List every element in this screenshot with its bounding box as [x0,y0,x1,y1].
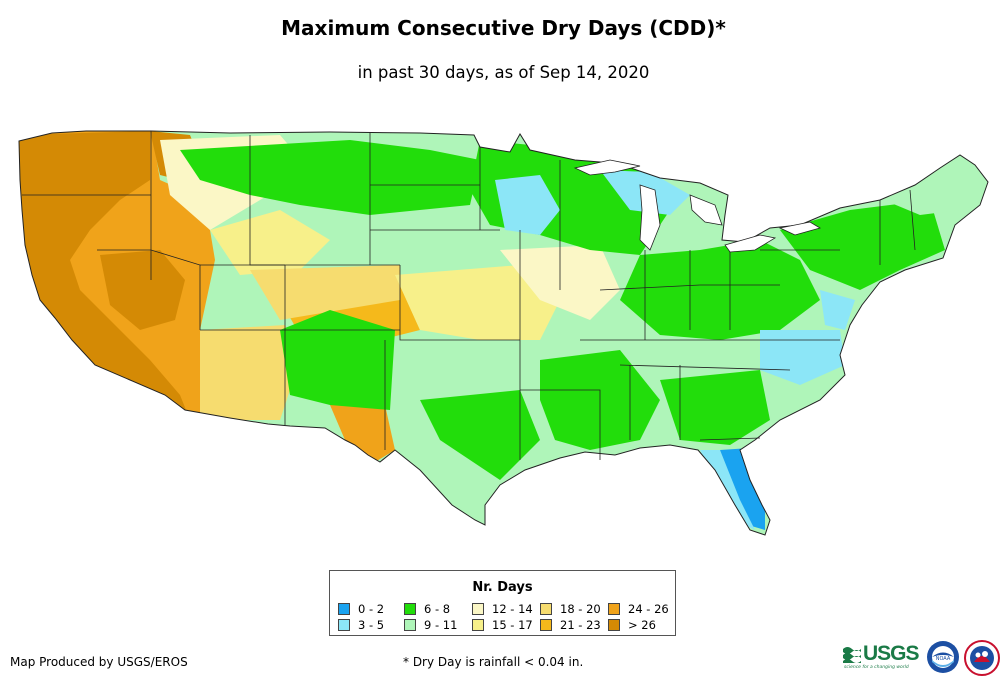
map-credit: Map Produced by USGS/EROS [10,655,188,669]
legend-swatch [338,618,350,631]
legend-item: 21 - 23 [540,617,608,632]
map-subtitle: in past 30 days, as of Sep 14, 2020 [357,63,650,82]
legend-item: 12 - 14 [472,601,540,616]
dry-day-footnote: * Dry Day is rainfall < 0.04 in. [403,655,584,669]
legend-swatch [338,602,350,615]
nws-logo-icon [964,640,1000,676]
legend-swatch [540,602,552,615]
legend-label: 21 - 23 [560,617,601,632]
usgs-logo: USGS science for a changing world [843,642,920,672]
legend-swatch [404,602,416,615]
legend-label: > 26 [628,617,656,632]
legend-swatch [608,618,620,631]
legend-label: 9 - 11 [424,617,458,632]
legend-item: 0 - 2 [338,601,404,616]
usgs-mark-icon [843,647,861,663]
legend-label: 0 - 2 [358,601,385,616]
legend-item: 15 - 17 [472,617,540,632]
legend-label: 24 - 26 [628,601,669,616]
cdd-map [18,130,989,536]
noaa-logo-icon: NOAA [927,641,959,673]
usgs-wordmark: USGS [863,642,920,665]
legend-item: 6 - 8 [404,601,472,616]
legend-item: 18 - 20 [540,601,608,616]
legend-item: 9 - 11 [404,617,472,632]
legend: Nr. Days 0 - 2 3 - 5 6 - 8 9 - 11 12 - 1… [329,570,676,636]
legend-grid: 0 - 2 3 - 5 6 - 8 9 - 11 12 - 14 15 - 17… [338,601,673,632]
legend-label: 18 - 20 [560,601,601,616]
legend-swatch [608,602,620,615]
legend-item: 3 - 5 [338,617,404,632]
legend-label: 3 - 5 [358,617,385,632]
legend-swatch [540,618,552,631]
map-title: Maximum Consecutive Dry Days (CDD)* [281,16,726,40]
legend-label: 12 - 14 [492,601,533,616]
agency-logos: USGS science for a changing world NOAA [843,640,1003,676]
legend-swatch [404,618,416,631]
usgs-tagline: science for a changing world [844,665,909,670]
legend-item: 24 - 26 [608,601,669,616]
legend-item: > 26 [608,617,668,632]
legend-swatch [472,602,484,615]
legend-label: 15 - 17 [492,617,533,632]
legend-title: Nr. Days [472,580,533,595]
legend-swatch [472,618,484,631]
noaa-logo-text: NOAA [936,656,951,662]
legend-label: 6 - 8 [424,601,451,616]
